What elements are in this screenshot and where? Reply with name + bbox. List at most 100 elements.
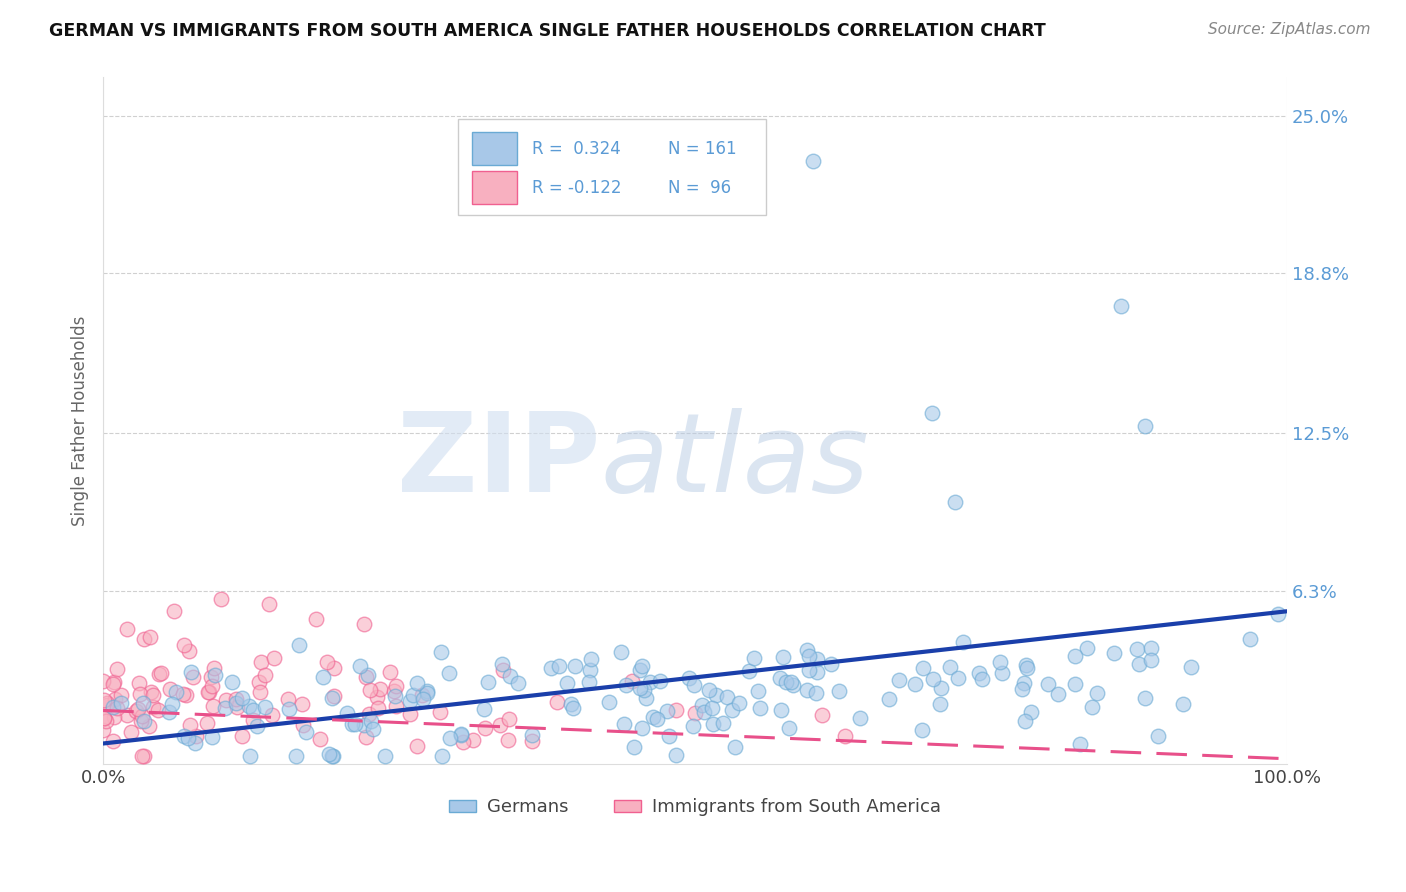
Point <box>139 685 162 699</box>
Point <box>204 668 226 682</box>
Point <box>201 730 224 744</box>
Point <box>291 698 314 712</box>
Point <box>96 698 118 713</box>
Text: ZIP: ZIP <box>396 409 600 516</box>
Point <box>450 728 472 742</box>
Point <box>359 706 381 721</box>
Point <box>357 668 380 682</box>
Point <box>665 703 688 717</box>
Point <box>174 688 197 702</box>
Point <box>621 674 644 689</box>
Point <box>928 697 950 711</box>
Point <box>579 663 602 677</box>
Point <box>477 675 499 690</box>
Point <box>797 663 820 677</box>
Point <box>912 661 935 675</box>
Point <box>921 673 943 687</box>
Point <box>638 675 661 690</box>
Point <box>1140 640 1163 655</box>
Point <box>120 725 142 739</box>
Point <box>125 704 148 718</box>
Point <box>197 716 219 731</box>
Point <box>336 706 359 721</box>
Point <box>354 670 377 684</box>
Point <box>257 597 280 611</box>
Point <box>142 699 165 714</box>
Point <box>1147 729 1170 743</box>
Bar <box>472 132 517 165</box>
Point <box>1038 677 1060 691</box>
Point <box>1133 691 1156 706</box>
Point <box>820 657 842 671</box>
Point <box>770 703 793 717</box>
Point <box>1133 418 1156 433</box>
Point <box>806 665 828 680</box>
Legend: Germans, Immigrants from South America: Germans, Immigrants from South America <box>441 791 948 823</box>
Point <box>131 696 153 710</box>
Point <box>103 675 125 690</box>
Point <box>321 749 343 764</box>
Point <box>1081 700 1104 714</box>
Point <box>308 732 330 747</box>
Point <box>200 670 222 684</box>
Point <box>1076 641 1098 656</box>
Point <box>429 705 451 719</box>
Point <box>648 674 671 689</box>
Point <box>198 685 221 699</box>
Point <box>520 728 543 742</box>
Point <box>716 690 738 704</box>
Point <box>724 739 747 754</box>
Point <box>384 689 406 703</box>
Point <box>254 699 277 714</box>
Point <box>702 717 724 731</box>
Point <box>231 729 253 743</box>
Point <box>93 723 115 737</box>
Point <box>354 730 377 744</box>
Point <box>360 714 382 728</box>
Point <box>1019 706 1042 720</box>
Point <box>263 651 285 665</box>
Point <box>693 706 716 720</box>
Point <box>402 688 425 702</box>
Point <box>498 712 520 726</box>
Point <box>1180 660 1202 674</box>
Point <box>1017 661 1039 675</box>
Point <box>242 713 264 727</box>
Point <box>247 674 270 689</box>
Point <box>991 666 1014 681</box>
Point <box>96 696 118 710</box>
Point <box>682 719 704 733</box>
Point <box>988 655 1011 669</box>
Text: atlas: atlas <box>600 409 869 516</box>
Point <box>972 672 994 686</box>
Point <box>1063 677 1085 691</box>
Point <box>292 718 315 732</box>
Point <box>406 676 429 690</box>
Point <box>173 729 195 743</box>
Point <box>432 749 454 764</box>
Point <box>368 681 391 696</box>
Point <box>361 722 384 736</box>
Point <box>179 718 201 732</box>
Point <box>344 716 367 731</box>
Point <box>496 732 519 747</box>
Text: R =  0.324: R = 0.324 <box>531 140 620 158</box>
Point <box>349 658 371 673</box>
Point <box>262 707 284 722</box>
Point <box>385 698 408 713</box>
Point <box>172 687 194 701</box>
Point <box>849 711 872 725</box>
Point <box>579 652 602 666</box>
Point <box>1014 714 1036 728</box>
Point <box>115 708 138 723</box>
Point <box>474 721 496 735</box>
Point <box>658 729 681 743</box>
Point <box>246 719 269 733</box>
Point <box>367 700 389 714</box>
Point <box>221 675 243 690</box>
Point <box>811 707 834 722</box>
FancyBboxPatch shape <box>458 119 766 215</box>
Point <box>201 698 224 713</box>
Point <box>1239 632 1261 647</box>
Point <box>93 711 115 725</box>
